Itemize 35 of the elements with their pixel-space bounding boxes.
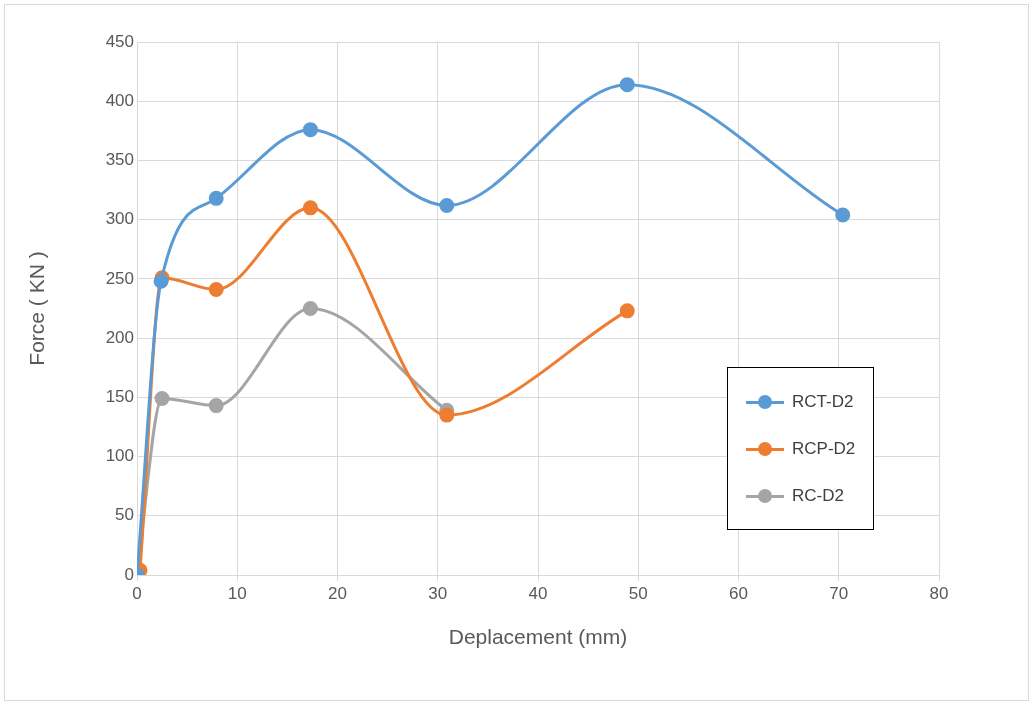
point (439, 407, 455, 423)
point (154, 391, 170, 407)
y-tick-label: 350 (105, 150, 134, 170)
point (208, 190, 224, 206)
y-tick-label: 300 (105, 209, 134, 229)
y-tick-label: 150 (105, 387, 134, 407)
x-tick-label: 30 (428, 583, 448, 603)
legend-label: RCT-D2 (792, 391, 854, 412)
y-tick-label: 200 (105, 327, 134, 347)
y-tick-label: 450 (105, 31, 134, 51)
x-tick-label: 80 (929, 583, 949, 603)
x-tick-label: 20 (328, 583, 347, 603)
point (208, 398, 224, 414)
x-tick-label: 60 (729, 583, 748, 603)
point (619, 77, 635, 93)
y-axis-title: Force ( KN ) (25, 251, 49, 366)
y-tick-label: 400 (105, 90, 134, 110)
point (835, 207, 851, 223)
point (302, 122, 318, 138)
x-axis-title: Deplacement (mm) (448, 625, 628, 649)
x-tick-label: 10 (227, 583, 247, 603)
y-tick-label: 100 (105, 446, 134, 466)
y-tick-label: 0 (124, 564, 134, 584)
x-tick-label: 40 (528, 583, 548, 603)
point (208, 282, 224, 298)
x-tick-label: 50 (628, 583, 648, 603)
point (302, 200, 318, 216)
point (302, 301, 318, 316)
point (619, 303, 635, 319)
legend-label: RC-D2 (792, 485, 844, 506)
x-tick-label: 70 (829, 583, 849, 603)
y-tick-label: 50 (115, 505, 134, 525)
legend-label: RCP-D2 (792, 438, 856, 459)
y-tick-label: 250 (105, 268, 134, 288)
point (439, 197, 455, 213)
